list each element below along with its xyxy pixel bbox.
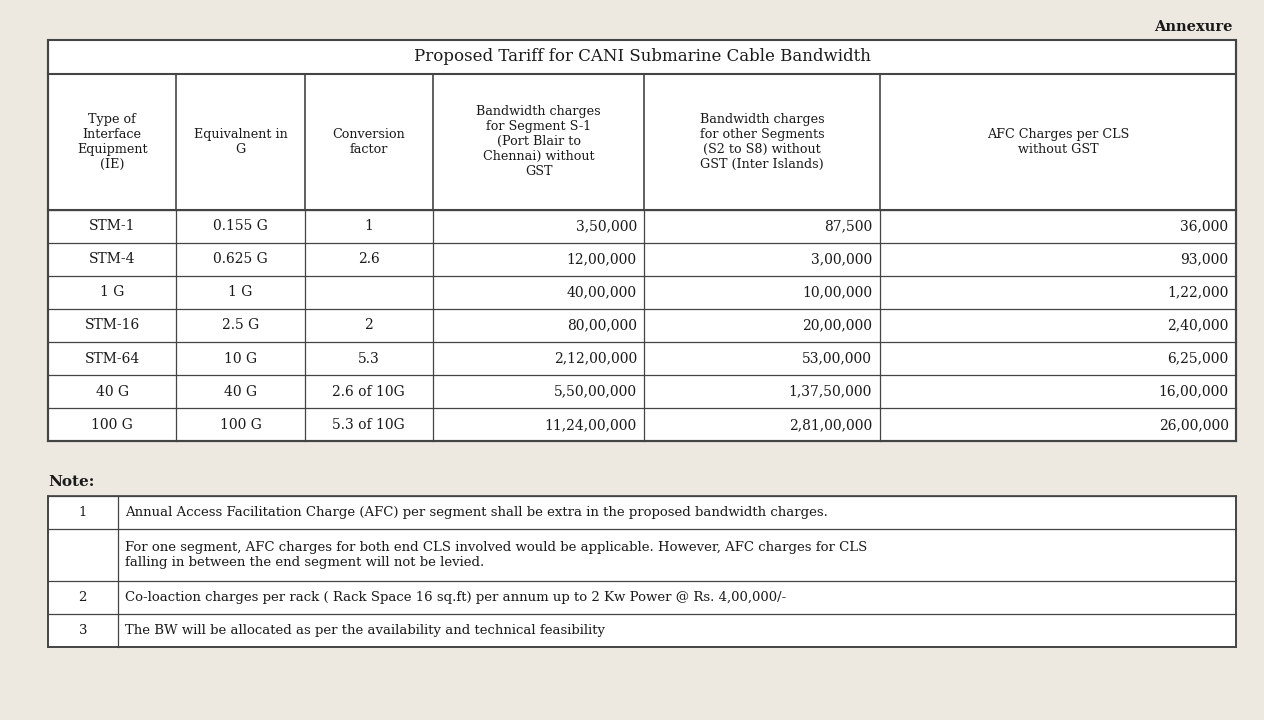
Text: Annexure: Annexure xyxy=(1154,20,1232,34)
Text: 53,00,000: 53,00,000 xyxy=(803,351,872,366)
Text: STM-1: STM-1 xyxy=(88,219,135,233)
Text: 1,37,50,000: 1,37,50,000 xyxy=(789,384,872,399)
Text: 2,40,000: 2,40,000 xyxy=(1167,318,1229,333)
Text: 1,22,000: 1,22,000 xyxy=(1167,285,1229,300)
Text: STM-16: STM-16 xyxy=(85,318,140,333)
Text: Annual Access Facilitation Charge (AFC) per segment shall be extra in the propos: Annual Access Facilitation Charge (AFC) … xyxy=(125,506,828,519)
Text: 1 G: 1 G xyxy=(229,285,253,300)
Text: 2.5 G: 2.5 G xyxy=(222,318,259,333)
Text: Bandwidth charges
for Segment S-1
(Port Blair to
Chennai) without
GST: Bandwidth charges for Segment S-1 (Port … xyxy=(477,105,602,179)
Text: AFC Charges per CLS
without GST: AFC Charges per CLS without GST xyxy=(987,128,1129,156)
Text: 3: 3 xyxy=(78,624,87,637)
Text: Proposed Tariff for CANI Submarine Cable Bandwidth: Proposed Tariff for CANI Submarine Cable… xyxy=(413,48,871,66)
Text: 16,00,000: 16,00,000 xyxy=(1159,384,1229,399)
Text: 40,00,000: 40,00,000 xyxy=(566,285,637,300)
Text: Bandwidth charges
for other Segments
(S2 to S8) without
GST (Inter Islands): Bandwidth charges for other Segments (S2… xyxy=(700,113,824,171)
Text: 3,00,000: 3,00,000 xyxy=(811,252,872,266)
Text: The BW will be allocated as per the availability and technical feasibility: The BW will be allocated as per the avai… xyxy=(125,624,605,637)
Text: 93,000: 93,000 xyxy=(1181,252,1229,266)
Text: 5.3 of 10G: 5.3 of 10G xyxy=(332,418,406,432)
Text: 10 G: 10 G xyxy=(224,351,257,366)
Text: 0.155 G: 0.155 G xyxy=(214,219,268,233)
Text: 2.6 of 10G: 2.6 of 10G xyxy=(332,384,406,399)
Text: 0.625 G: 0.625 G xyxy=(214,252,268,266)
Text: 3,50,000: 3,50,000 xyxy=(575,219,637,233)
Text: 100 G: 100 G xyxy=(91,418,133,432)
Text: 2,81,00,000: 2,81,00,000 xyxy=(789,418,872,432)
Text: 5.3: 5.3 xyxy=(358,351,379,366)
Text: 12,00,000: 12,00,000 xyxy=(566,252,637,266)
Text: Note:: Note: xyxy=(48,475,95,490)
Text: 1: 1 xyxy=(364,219,373,233)
Text: 26,00,000: 26,00,000 xyxy=(1159,418,1229,432)
Text: STM-4: STM-4 xyxy=(88,252,135,266)
Text: 80,00,000: 80,00,000 xyxy=(568,318,637,333)
Text: 2: 2 xyxy=(364,318,373,333)
Text: 10,00,000: 10,00,000 xyxy=(803,285,872,300)
Text: Equivalnent in
G: Equivalnent in G xyxy=(193,128,287,156)
Text: Type of
Interface
Equipment
(IE): Type of Interface Equipment (IE) xyxy=(77,113,148,171)
Text: 40 G: 40 G xyxy=(96,384,129,399)
Text: Co-loaction charges per rack ( Rack Space 16 sq.ft) per annum up to 2 Kw Power @: Co-loaction charges per rack ( Rack Spac… xyxy=(125,591,786,604)
Text: 87,500: 87,500 xyxy=(824,219,872,233)
Text: 36,000: 36,000 xyxy=(1181,219,1229,233)
Text: 2.6: 2.6 xyxy=(358,252,379,266)
Text: STM-64: STM-64 xyxy=(85,351,140,366)
Text: 1: 1 xyxy=(78,506,87,519)
Text: 20,00,000: 20,00,000 xyxy=(803,318,872,333)
Text: Conversion
factor: Conversion factor xyxy=(332,128,406,156)
Text: 5,50,00,000: 5,50,00,000 xyxy=(554,384,637,399)
Text: 2,12,00,000: 2,12,00,000 xyxy=(554,351,637,366)
Text: 40 G: 40 G xyxy=(224,384,257,399)
Text: 2: 2 xyxy=(78,591,87,604)
Text: 1 G: 1 G xyxy=(100,285,124,300)
Text: 6,25,000: 6,25,000 xyxy=(1168,351,1229,366)
Text: For one segment, AFC charges for both end CLS involved would be applicable. Howe: For one segment, AFC charges for both en… xyxy=(125,541,867,569)
Text: 100 G: 100 G xyxy=(220,418,262,432)
Text: 11,24,00,000: 11,24,00,000 xyxy=(545,418,637,432)
